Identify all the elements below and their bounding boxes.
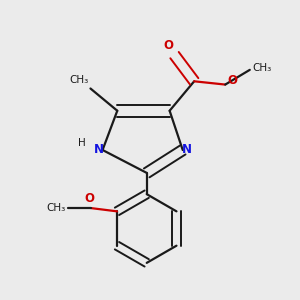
Text: CH₃: CH₃ (252, 63, 272, 73)
Text: N: N (94, 143, 103, 156)
Text: CH₃: CH₃ (70, 75, 89, 85)
Text: H: H (78, 138, 86, 148)
Text: O: O (84, 192, 94, 205)
Text: O: O (228, 74, 238, 87)
Text: N: N (182, 143, 192, 156)
Text: O: O (164, 39, 174, 52)
Text: CH₃: CH₃ (46, 203, 65, 213)
